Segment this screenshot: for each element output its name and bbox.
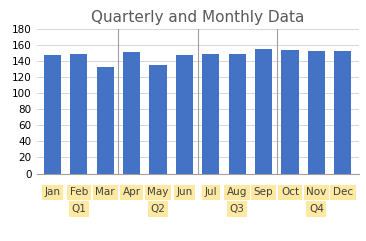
Text: Q1: Q1 — [71, 204, 86, 214]
Text: Jul: Jul — [205, 187, 217, 197]
Bar — [97, 67, 114, 174]
Text: Sep: Sep — [254, 187, 273, 197]
Bar — [229, 54, 246, 174]
Text: Jun: Jun — [176, 187, 193, 197]
Bar — [70, 54, 87, 174]
Text: Nov: Nov — [306, 187, 326, 197]
Bar — [334, 51, 351, 174]
Bar — [176, 55, 193, 174]
Bar — [202, 54, 220, 174]
Text: Jan: Jan — [44, 187, 60, 197]
Text: Q3: Q3 — [230, 204, 245, 214]
Text: Apr: Apr — [123, 187, 141, 197]
Text: May: May — [147, 187, 169, 197]
Title: Quarterly and Monthly Data: Quarterly and Monthly Data — [91, 10, 304, 25]
Bar — [255, 49, 272, 174]
Bar — [44, 55, 61, 174]
Text: Feb: Feb — [70, 187, 88, 197]
Bar — [281, 50, 299, 174]
Bar — [308, 51, 325, 174]
Text: Aug: Aug — [227, 187, 247, 197]
Text: Q4: Q4 — [309, 204, 324, 214]
Bar — [123, 52, 140, 174]
Text: Oct: Oct — [281, 187, 299, 197]
Bar — [149, 65, 167, 174]
Text: Dec: Dec — [333, 187, 353, 197]
Text: Mar: Mar — [96, 187, 115, 197]
Text: Q2: Q2 — [150, 204, 165, 214]
